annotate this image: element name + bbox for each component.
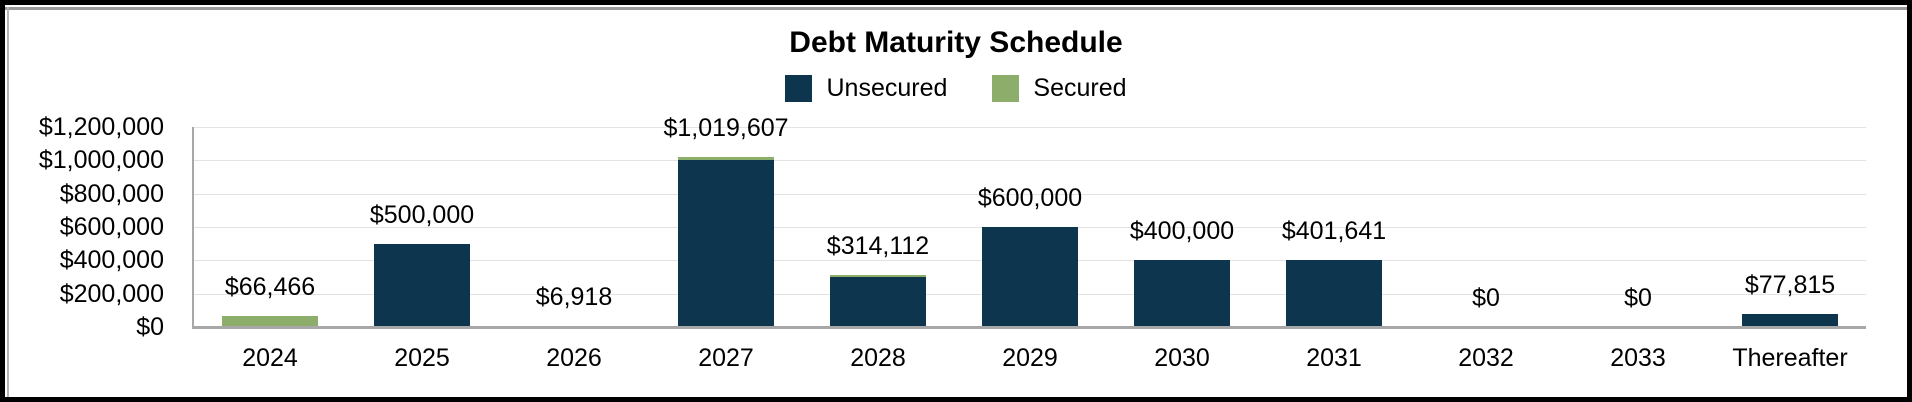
secured-bar-segment bbox=[830, 275, 926, 277]
y-tick-label: $400,000 bbox=[59, 246, 164, 275]
x-axis-label: 2033 bbox=[1610, 344, 1666, 372]
bar-value-label: $66,466 bbox=[224, 273, 316, 301]
x-axis-label: 2027 bbox=[698, 344, 754, 372]
x-axis-label: 2029 bbox=[1002, 344, 1058, 372]
bar-slot-thereafter: $77,815 Thereafter bbox=[1714, 127, 1866, 371]
legend-item-secured: Secured bbox=[992, 74, 1127, 102]
secured-swatch-icon bbox=[992, 75, 1020, 102]
bar-slot-2033: $0 2033 bbox=[1562, 127, 1714, 371]
unsecured-bar-segment bbox=[374, 244, 470, 327]
x-axis-label: 2032 bbox=[1458, 344, 1514, 372]
x-axis-label: 2030 bbox=[1154, 344, 1210, 372]
bar-slot-2030: $400,000 2030 bbox=[1106, 127, 1258, 371]
secured-bar-segment bbox=[678, 157, 774, 160]
bar-slot-2031: $401,641 2031 bbox=[1258, 127, 1410, 371]
gridline bbox=[194, 193, 1866, 195]
x-axis-line bbox=[192, 326, 1866, 329]
bar-slot-2027: $1,019,607 2027 bbox=[650, 115, 802, 371]
bar-value-label: $500,000 bbox=[369, 201, 475, 229]
x-axis-label: 2026 bbox=[546, 344, 602, 372]
bar-value-label: $77,815 bbox=[1744, 271, 1836, 299]
bar-slot-2032: $0 2032 bbox=[1410, 127, 1562, 371]
bar-value-label: $6,918 bbox=[535, 283, 613, 311]
x-axis-label: 2028 bbox=[850, 344, 906, 372]
legend-item-unsecured: Unsecured bbox=[785, 75, 947, 102]
bar-value-label: $600,000 bbox=[977, 184, 1083, 212]
chart-legend: Unsecured Secured bbox=[5, 75, 1907, 102]
legend-label-secured: Secured bbox=[1033, 74, 1127, 102]
bar-slot-2029: $600,000 2029 bbox=[954, 127, 1106, 371]
inner-top-rule bbox=[5, 7, 1907, 10]
secured-bar-segment bbox=[222, 316, 318, 327]
x-axis-label: 2024 bbox=[242, 344, 298, 372]
y-tick-label: $0 bbox=[136, 313, 164, 341]
y-tick-label: $800,000 bbox=[59, 179, 164, 208]
legend-label-unsecured: Unsecured bbox=[826, 74, 948, 102]
bar-value-label: $1,019,607 bbox=[663, 114, 789, 142]
x-axis-label: 2025 bbox=[394, 344, 450, 372]
y-tick-label: $1,000,000 bbox=[38, 146, 164, 175]
bar-slot-2028: $314,112 2028 bbox=[802, 127, 954, 371]
unsecured-bar-segment bbox=[1742, 314, 1838, 327]
bar-value-label: $400,000 bbox=[1129, 217, 1235, 245]
unsecured-bar-segment bbox=[1286, 260, 1382, 327]
x-axis-label: 2031 bbox=[1306, 344, 1362, 372]
y-tick-label: $200,000 bbox=[59, 279, 164, 308]
bar-value-label: $314,112 bbox=[826, 232, 930, 260]
gridline bbox=[194, 160, 1866, 162]
x-axis-label: Thereafter bbox=[1732, 344, 1848, 372]
y-tick-label: $600,000 bbox=[59, 213, 164, 241]
unsecured-swatch-icon bbox=[785, 75, 813, 102]
unsecured-bar-segment bbox=[678, 160, 774, 327]
bar-value-label: $0 bbox=[1624, 284, 1652, 312]
bar-slot-2025: $500,000 2025 bbox=[346, 127, 498, 371]
inner-left-rule bbox=[7, 7, 9, 397]
y-axis-labels: $1,200,000 $1,000,000 $800,000 $600,000 $400… bbox=[5, 114, 164, 340]
bar-slot-2026: $6,918 2026 bbox=[498, 127, 650, 371]
unsecured-bar-segment bbox=[830, 277, 926, 327]
bar-value-label: $0 bbox=[1472, 284, 1500, 312]
y-tick-label: $1,200,000 bbox=[38, 113, 164, 141]
bar-slot-2024: $66,466 2024 bbox=[194, 127, 346, 371]
chart-title: Debt Maturity Schedule bbox=[789, 26, 1123, 59]
gridline bbox=[194, 127, 1866, 128]
unsecured-bar-segment bbox=[982, 227, 1078, 327]
plot-area: $66,466 2024 $500,000 2025 $6,918 2026 $1,019,… bbox=[192, 115, 1866, 371]
unsecured-bar-segment bbox=[1134, 260, 1230, 327]
bar-value-label: $401,641 bbox=[1281, 217, 1387, 245]
